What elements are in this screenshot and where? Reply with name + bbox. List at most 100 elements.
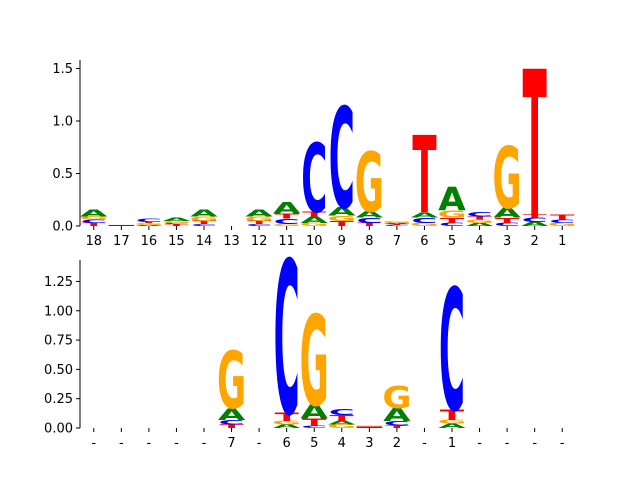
x-tick-label: - bbox=[202, 436, 207, 451]
logo-letter-t: T bbox=[440, 216, 465, 224]
svg-text:T: T bbox=[164, 223, 189, 226]
svg-text:G: G bbox=[79, 216, 108, 221]
svg-text:C: C bbox=[329, 78, 355, 240]
svg-text:G: G bbox=[300, 292, 329, 435]
logo-letter-c: C bbox=[246, 223, 272, 226]
logo-letter-t: T bbox=[467, 216, 492, 221]
svg-text:T: T bbox=[467, 216, 492, 221]
x-tick-label: - bbox=[560, 436, 565, 451]
logo-letter-c: C bbox=[136, 218, 162, 223]
logo-letter-t: T bbox=[82, 222, 107, 227]
svg-text:A: A bbox=[383, 405, 411, 426]
svg-text:G: G bbox=[382, 379, 411, 415]
logo-column: AGT C bbox=[272, 218, 301, 463]
svg-text:A: A bbox=[273, 200, 301, 218]
logo-letter-t: T bbox=[385, 425, 410, 429]
svg-text:G: G bbox=[548, 222, 577, 227]
x-tick-label: 3 bbox=[503, 234, 511, 249]
logo-letter-c: C bbox=[384, 420, 410, 428]
logo-letter-t: T bbox=[385, 224, 409, 226]
logo-letter-a: A bbox=[190, 208, 219, 220]
svg-text:T: T bbox=[385, 425, 410, 429]
logo-letter-g: G bbox=[465, 219, 494, 224]
x-tick-label: 6 bbox=[283, 436, 291, 451]
logo-letter-a: A bbox=[411, 211, 439, 219]
logo-letter-t: T bbox=[219, 423, 244, 429]
svg-text:T: T bbox=[219, 423, 244, 429]
svg-text:C: C bbox=[219, 419, 245, 427]
x-tick-label: 11 bbox=[278, 234, 295, 249]
logo-column: GCT bbox=[548, 213, 577, 227]
logo-letter-a: A bbox=[273, 423, 301, 429]
svg-text:C: C bbox=[274, 217, 300, 225]
logo-letter-c: C bbox=[274, 218, 300, 463]
x-tick-label: 3 bbox=[365, 436, 373, 451]
logo-letter-t: T bbox=[495, 216, 520, 224]
logo-letter-t bbox=[356, 426, 383, 427]
x-tick-label: 12 bbox=[251, 234, 268, 249]
logo-letter-g: G bbox=[162, 220, 191, 223]
y-tick-label: 1.00 bbox=[44, 304, 73, 319]
svg-text:G: G bbox=[162, 220, 191, 223]
x-tick-label: 10 bbox=[306, 234, 323, 249]
logo-letter-t: T bbox=[275, 411, 299, 424]
svg-text:G: G bbox=[134, 222, 163, 225]
svg-text:A: A bbox=[300, 215, 327, 225]
svg-text:G: G bbox=[382, 220, 411, 223]
logo-letter-g: G bbox=[355, 135, 384, 231]
logo-letter-t: T bbox=[523, 29, 547, 262]
y-tick-label: 0.0 bbox=[52, 220, 73, 235]
x-tick-label: 16 bbox=[141, 234, 158, 249]
logo-letter-g bbox=[356, 425, 383, 427]
svg-text:T: T bbox=[330, 220, 355, 228]
logo-letter-t bbox=[108, 224, 135, 226]
logo-letter-a: A bbox=[328, 205, 356, 218]
y-tick-label: 0.5 bbox=[52, 167, 73, 182]
logo-column bbox=[356, 425, 383, 428]
svg-text:T: T bbox=[385, 224, 409, 226]
svg-text:A: A bbox=[80, 208, 109, 220]
x-tick-label: 2 bbox=[531, 234, 539, 249]
logo-letter-g: G bbox=[327, 423, 356, 429]
logo-letter-t: T bbox=[302, 210, 327, 218]
logo-letter-a: A bbox=[493, 206, 521, 221]
logo-letter-g: G bbox=[272, 420, 301, 426]
logo-letter-t: T bbox=[164, 223, 189, 226]
x-tick-label: - bbox=[174, 436, 179, 451]
logo-letter-c: C bbox=[329, 408, 355, 417]
svg-text:T: T bbox=[523, 214, 548, 219]
svg-text:T: T bbox=[357, 222, 382, 227]
logo-letter-g: G bbox=[382, 379, 411, 415]
svg-text:G: G bbox=[272, 420, 301, 426]
logo-letter-a: A bbox=[245, 208, 274, 220]
logo-letter-c: C bbox=[81, 219, 107, 224]
logo-letter-g: G bbox=[300, 292, 329, 435]
logo-letter-t: T bbox=[412, 113, 436, 238]
svg-text:G: G bbox=[493, 131, 522, 229]
logo-letter-t: T bbox=[330, 414, 355, 423]
svg-text:A: A bbox=[300, 400, 327, 423]
svg-text:T: T bbox=[82, 222, 107, 227]
logo-letter-c: C bbox=[439, 222, 465, 227]
logo-letter-t: T bbox=[330, 220, 355, 228]
svg-text:C: C bbox=[163, 223, 189, 225]
logo-letter-a: A bbox=[80, 208, 109, 220]
logo-letter-c: C bbox=[549, 219, 575, 224]
svg-text:C: C bbox=[356, 216, 382, 224]
logo-letter-t: T bbox=[275, 212, 300, 220]
x-tick-label: 14 bbox=[196, 234, 213, 249]
logo-letter-a: A bbox=[135, 225, 163, 227]
logo-letter-c: C bbox=[301, 123, 327, 234]
svg-text:G: G bbox=[217, 336, 246, 428]
svg-text:A: A bbox=[493, 206, 521, 221]
logo-letter-g: G bbox=[437, 209, 466, 221]
